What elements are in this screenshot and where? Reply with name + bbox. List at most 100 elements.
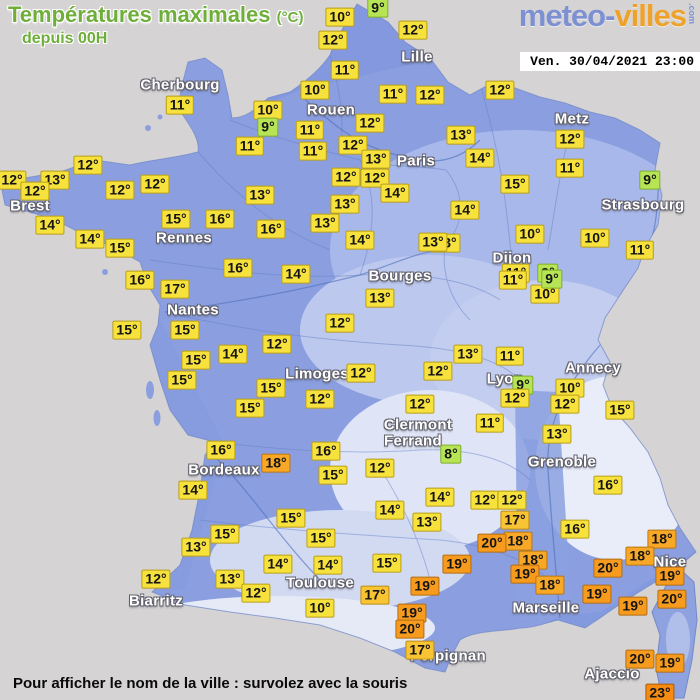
temp-label[interactable]: 17°: [405, 640, 435, 660]
temp-label[interactable]: 15°: [235, 398, 265, 418]
temp-label[interactable]: 10°: [253, 100, 283, 120]
temp-label[interactable]: 12°: [241, 583, 271, 603]
temp-label[interactable]: 12°: [338, 135, 368, 155]
temp-label[interactable]: 19°: [410, 576, 440, 596]
temp-label[interactable]: 10°: [555, 378, 585, 398]
temp-label[interactable]: 15°: [276, 508, 306, 528]
temp-label[interactable]: 12°: [73, 155, 103, 175]
temp-label[interactable]: 12°: [20, 181, 50, 201]
temp-label[interactable]: 14°: [450, 200, 480, 220]
temp-label[interactable]: 19°: [655, 653, 685, 673]
temp-label[interactable]: 11°: [295, 120, 325, 140]
temp-label[interactable]: 19°: [510, 564, 540, 584]
temp-label[interactable]: 14°: [178, 480, 208, 500]
temp-label[interactable]: 11°: [235, 136, 265, 156]
temp-label[interactable]: 10°: [325, 7, 355, 27]
temp-label[interactable]: 19°: [582, 584, 612, 604]
temp-label[interactable]: 13°: [412, 512, 442, 532]
temp-label[interactable]: 19°: [655, 566, 685, 586]
temp-label[interactable]: 12°: [141, 569, 171, 589]
temp-label[interactable]: 11°: [625, 240, 655, 260]
temp-label[interactable]: 18°: [535, 575, 565, 595]
temp-label[interactable]: 14°: [465, 148, 495, 168]
temp-label[interactable]: 12°: [500, 388, 530, 408]
temp-label[interactable]: 8°: [440, 444, 462, 464]
temp-label[interactable]: 12°: [405, 394, 435, 414]
temp-label[interactable]: 16°: [223, 258, 253, 278]
temp-label[interactable]: 11°: [475, 413, 505, 433]
temp-label[interactable]: 15°: [605, 400, 635, 420]
temp-label[interactable]: 9°: [541, 269, 563, 289]
temp-label[interactable]: 10°: [305, 598, 335, 618]
temp-label[interactable]: 16°: [125, 270, 155, 290]
temp-label[interactable]: 12°: [262, 334, 292, 354]
temp-label[interactable]: 15°: [318, 465, 348, 485]
temp-label[interactable]: 14°: [218, 344, 248, 364]
temp-label[interactable]: 11°: [378, 84, 408, 104]
temp-label[interactable]: 17°: [160, 279, 190, 299]
temp-label[interactable]: 13°: [245, 185, 275, 205]
temp-label[interactable]: 20°: [593, 558, 623, 578]
temp-label[interactable]: 18°: [625, 546, 655, 566]
temp-label[interactable]: 19°: [442, 554, 472, 574]
temp-label[interactable]: 16°: [256, 219, 286, 239]
temp-label[interactable]: 12°: [423, 361, 453, 381]
temp-label[interactable]: 17°: [500, 510, 530, 530]
temp-label[interactable]: 9°: [367, 0, 389, 18]
temp-label[interactable]: 13°: [181, 537, 211, 557]
temp-label[interactable]: 10°: [300, 80, 330, 100]
temp-label[interactable]: 12°: [415, 85, 445, 105]
temp-label[interactable]: 14°: [75, 229, 105, 249]
temp-label[interactable]: 11°: [495, 346, 525, 366]
temp-label[interactable]: 11°: [330, 60, 360, 80]
temp-label[interactable]: 12°: [105, 180, 135, 200]
temp-label[interactable]: 20°: [657, 589, 687, 609]
temp-label[interactable]: 12°: [470, 490, 500, 510]
temp-label[interactable]: 14°: [281, 264, 311, 284]
temp-label[interactable]: 11°: [498, 270, 528, 290]
temp-label[interactable]: 13°: [330, 194, 360, 214]
temp-label[interactable]: 20°: [395, 619, 425, 639]
temp-label[interactable]: 12°: [555, 129, 585, 149]
temp-label[interactable]: 16°: [311, 441, 341, 461]
temp-label[interactable]: 19°: [618, 596, 648, 616]
temp-label[interactable]: 18°: [503, 531, 533, 551]
temp-label[interactable]: 14°: [35, 215, 65, 235]
temp-label[interactable]: 12°: [497, 490, 527, 510]
temp-label[interactable]: 10°: [580, 228, 610, 248]
temp-label[interactable]: 13°: [446, 125, 476, 145]
temp-label[interactable]: 12°: [140, 174, 170, 194]
temp-label[interactable]: 15°: [210, 524, 240, 544]
temp-label[interactable]: 13°: [310, 213, 340, 233]
temp-label[interactable]: 15°: [112, 320, 142, 340]
temp-label[interactable]: 11°: [298, 141, 328, 161]
temp-label[interactable]: 14°: [375, 500, 405, 520]
temp-label[interactable]: 12°: [325, 313, 355, 333]
temp-label[interactable]: 9°: [639, 170, 661, 190]
temp-label[interactable]: 13°: [453, 344, 483, 364]
temp-label[interactable]: 12°: [346, 363, 376, 383]
temp-label[interactable]: 18°: [261, 453, 291, 473]
temp-label[interactable]: 12°: [0, 170, 27, 190]
temp-label[interactable]: 10°: [530, 284, 560, 304]
temp-label[interactable]: 18°: [647, 529, 677, 549]
temp-label[interactable]: 10°: [515, 224, 545, 244]
temp-label[interactable]: 23°: [645, 683, 675, 700]
temp-label[interactable]: 11°: [165, 95, 195, 115]
temp-label[interactable]: 14°: [345, 230, 375, 250]
temp-label[interactable]: 20°: [477, 533, 507, 553]
temp-label[interactable]: 15°: [161, 209, 191, 229]
temp-label[interactable]: 13°: [418, 232, 448, 252]
temp-label[interactable]: 14°: [425, 487, 455, 507]
temp-label[interactable]: 15°: [256, 378, 286, 398]
temp-label[interactable]: 16°: [206, 440, 236, 460]
temp-label[interactable]: 16°: [205, 209, 235, 229]
temp-label[interactable]: 14°: [380, 183, 410, 203]
temp-label[interactable]: 15°: [181, 350, 211, 370]
temp-label[interactable]: 12°: [318, 30, 348, 50]
temp-label[interactable]: 12°: [365, 458, 395, 478]
temp-label[interactable]: 12°: [305, 389, 335, 409]
temp-label[interactable]: 13°: [542, 424, 572, 444]
temp-label[interactable]: 12°: [360, 168, 390, 188]
temp-label[interactable]: 13°: [361, 149, 391, 169]
